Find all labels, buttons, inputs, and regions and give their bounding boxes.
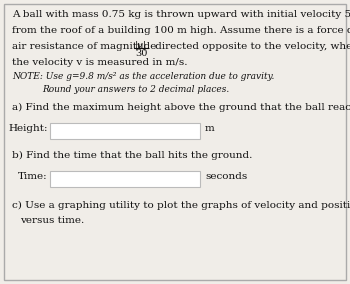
Text: versus time.: versus time. [20, 216, 84, 225]
Text: seconds: seconds [205, 172, 247, 181]
Text: air resistance of magnitude: air resistance of magnitude [12, 42, 160, 51]
Text: Height:: Height: [8, 124, 48, 133]
Text: a) Find the maximum height above the ground that the ball reaches.: a) Find the maximum height above the gro… [12, 103, 350, 112]
Text: b) Find the time that the ball hits the ground.: b) Find the time that the ball hits the … [12, 151, 252, 160]
Text: Round your answers to 2 decimal places.: Round your answers to 2 decimal places. [42, 85, 229, 94]
Text: |v|: |v| [135, 41, 147, 51]
Text: from the roof of a building 100 m high. Assume there is a force due to: from the roof of a building 100 m high. … [12, 26, 350, 35]
Text: NOTE: Use g=9.8 m/s² as the acceleration due to gravity.: NOTE: Use g=9.8 m/s² as the acceleration… [12, 72, 274, 81]
Text: the velocity v is measured in m/s.: the velocity v is measured in m/s. [12, 58, 188, 67]
Text: c) Use a graphing utility to plot the graphs of velocity and position: c) Use a graphing utility to plot the gr… [12, 201, 350, 210]
Text: m: m [205, 124, 215, 133]
Text: Time:: Time: [18, 172, 48, 181]
Text: A ball with mass 0.75 kg is thrown upward with initial velocity 5 m/s: A ball with mass 0.75 kg is thrown upwar… [12, 10, 350, 19]
FancyBboxPatch shape [50, 123, 200, 139]
FancyBboxPatch shape [4, 4, 346, 280]
Text: directed opposite to the velocity, where: directed opposite to the velocity, where [152, 42, 350, 51]
FancyBboxPatch shape [50, 171, 200, 187]
Text: 30: 30 [135, 49, 147, 58]
